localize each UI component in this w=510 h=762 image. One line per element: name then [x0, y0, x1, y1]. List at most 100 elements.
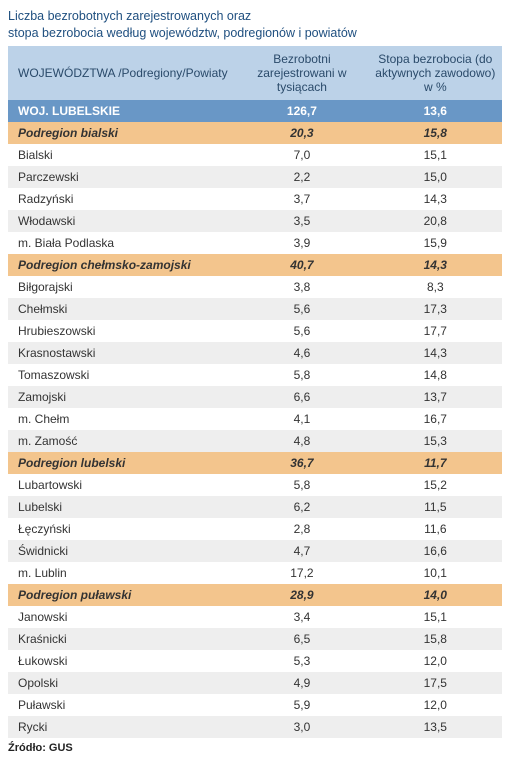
title-line-1: Liczba bezrobotnych zarejestrowanych ora…: [8, 9, 251, 23]
cell-rate: 15,9: [369, 232, 502, 254]
cell-unemployed: 4,7: [235, 540, 368, 562]
cell-name: Kraśnicki: [8, 628, 235, 650]
cell-name: Świdnicki: [8, 540, 235, 562]
cell-name: m. Biała Podlaska: [8, 232, 235, 254]
table-row: Lubartowski5,815,2: [8, 474, 502, 496]
cell-unemployed: 5,8: [235, 474, 368, 496]
cell-unemployed: 126,7: [235, 100, 368, 122]
table-row: Podregion lubelski36,711,7: [8, 452, 502, 474]
cell-name: Opolski: [8, 672, 235, 694]
cell-rate: 15,3: [369, 430, 502, 452]
cell-name: m. Chełm: [8, 408, 235, 430]
cell-unemployed: 6,6: [235, 386, 368, 408]
cell-name: m. Zamość: [8, 430, 235, 452]
cell-rate: 8,3: [369, 276, 502, 298]
col-unemployed: Bezrobotni zarejestrowani w tysiącach: [235, 46, 368, 100]
table-row: Puławski5,912,0: [8, 694, 502, 716]
cell-rate: 11,7: [369, 452, 502, 474]
cell-unemployed: 6,2: [235, 496, 368, 518]
cell-rate: 14,0: [369, 584, 502, 606]
cell-name: Zamojski: [8, 386, 235, 408]
cell-rate: 13,6: [369, 100, 502, 122]
cell-unemployed: 2,8: [235, 518, 368, 540]
cell-name: Podregion chełmsko-zamojski: [8, 254, 235, 276]
cell-unemployed: 40,7: [235, 254, 368, 276]
table-header: WOJEWÓDZTWA /Podregiony/Powiaty Bezrobot…: [8, 46, 502, 100]
cell-unemployed: 5,9: [235, 694, 368, 716]
cell-name: Włodawski: [8, 210, 235, 232]
cell-unemployed: 5,8: [235, 364, 368, 386]
cell-rate: 13,5: [369, 716, 502, 738]
cell-name: Biłgorajski: [8, 276, 235, 298]
cell-name: Podregion lubelski: [8, 452, 235, 474]
cell-rate: 16,6: [369, 540, 502, 562]
source-label: Źródło: GUS: [8, 742, 502, 754]
cell-rate: 12,0: [369, 694, 502, 716]
table-row: Świdnicki4,716,6: [8, 540, 502, 562]
cell-name: Krasnostawski: [8, 342, 235, 364]
cell-rate: 20,8: [369, 210, 502, 232]
cell-name: Podregion bialski: [8, 122, 235, 144]
cell-unemployed: 28,9: [235, 584, 368, 606]
cell-unemployed: 3,9: [235, 232, 368, 254]
cell-rate: 15,1: [369, 606, 502, 628]
table-row: Podregion bialski20,315,8: [8, 122, 502, 144]
cell-rate: 14,3: [369, 188, 502, 210]
table-row: Janowski3,415,1: [8, 606, 502, 628]
cell-unemployed: 3,8: [235, 276, 368, 298]
cell-name: m. Lublin: [8, 562, 235, 584]
cell-rate: 15,0: [369, 166, 502, 188]
cell-name: Parczewski: [8, 166, 235, 188]
cell-rate: 11,5: [369, 496, 502, 518]
cell-name: Radzyński: [8, 188, 235, 210]
cell-rate: 15,8: [369, 122, 502, 144]
cell-rate: 14,3: [369, 254, 502, 276]
cell-unemployed: 4,6: [235, 342, 368, 364]
cell-unemployed: 4,9: [235, 672, 368, 694]
cell-name: Łęczyński: [8, 518, 235, 540]
cell-rate: 14,3: [369, 342, 502, 364]
cell-unemployed: 5,3: [235, 650, 368, 672]
cell-unemployed: 5,6: [235, 320, 368, 342]
cell-name: Puławski: [8, 694, 235, 716]
cell-name: Łukowski: [8, 650, 235, 672]
table-row: Łęczyński2,811,6: [8, 518, 502, 540]
cell-unemployed: 3,7: [235, 188, 368, 210]
title-line-2: stopa bezrobocia według województw, podr…: [8, 26, 357, 40]
table-row: Parczewski2,215,0: [8, 166, 502, 188]
col-rate: Stopa bezrobocia (do aktywnych zawodowo)…: [369, 46, 502, 100]
cell-rate: 12,0: [369, 650, 502, 672]
table-row: Kraśnicki6,515,8: [8, 628, 502, 650]
table-row: Bialski7,015,1: [8, 144, 502, 166]
cell-rate: 10,1: [369, 562, 502, 584]
cell-unemployed: 3,5: [235, 210, 368, 232]
cell-name: Bialski: [8, 144, 235, 166]
table-body: WOJ. LUBELSKIE126,713,6Podregion bialski…: [8, 100, 502, 738]
table-row: m. Lublin17,210,1: [8, 562, 502, 584]
table-row: Rycki3,013,5: [8, 716, 502, 738]
cell-rate: 14,8: [369, 364, 502, 386]
cell-unemployed: 2,2: [235, 166, 368, 188]
cell-name: Rycki: [8, 716, 235, 738]
cell-name: Janowski: [8, 606, 235, 628]
table-row: Łukowski5,312,0: [8, 650, 502, 672]
table-row: Biłgorajski3,88,3: [8, 276, 502, 298]
cell-unemployed: 4,1: [235, 408, 368, 430]
table-row: Radzyński3,714,3: [8, 188, 502, 210]
cell-unemployed: 36,7: [235, 452, 368, 474]
cell-rate: 17,5: [369, 672, 502, 694]
table-row: Podregion puławski28,914,0: [8, 584, 502, 606]
table-row: Podregion chełmsko-zamojski40,714,3: [8, 254, 502, 276]
cell-unemployed: 20,3: [235, 122, 368, 144]
cell-rate: 17,7: [369, 320, 502, 342]
cell-unemployed: 7,0: [235, 144, 368, 166]
cell-name: Hrubieszowski: [8, 320, 235, 342]
cell-rate: 11,6: [369, 518, 502, 540]
cell-rate: 17,3: [369, 298, 502, 320]
cell-rate: 15,1: [369, 144, 502, 166]
table-row: Zamojski6,613,7: [8, 386, 502, 408]
table-row: Lubelski6,211,5: [8, 496, 502, 518]
cell-name: Tomaszowski: [8, 364, 235, 386]
table-row: Krasnostawski4,614,3: [8, 342, 502, 364]
table-row: Chełmski5,617,3: [8, 298, 502, 320]
